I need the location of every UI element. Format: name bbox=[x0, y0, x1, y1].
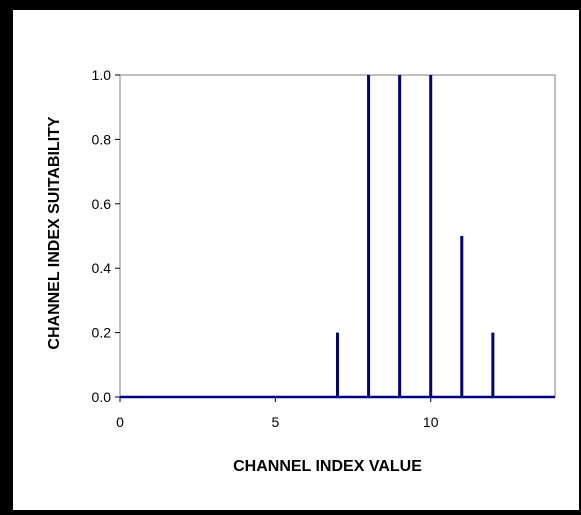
y-tick-label: 0.8 bbox=[92, 131, 112, 147]
y-tick-label: 0.4 bbox=[92, 260, 112, 276]
x-tick-label: 5 bbox=[271, 414, 279, 430]
x-axis-ticks: 0 5 10 bbox=[116, 397, 439, 430]
y-tick-label: 0.2 bbox=[92, 325, 112, 341]
y-tick-label: 0.0 bbox=[92, 389, 112, 405]
x-tick-label: 10 bbox=[423, 414, 439, 430]
y-tick-label: 0.6 bbox=[92, 196, 112, 212]
y-axis-ticks: 0.0 0.2 0.4 0.6 0.8 1.0 bbox=[92, 67, 120, 405]
bars bbox=[120, 75, 555, 399]
y-tick-label: 1.0 bbox=[92, 67, 112, 83]
x-axis-title: CHANNEL INDEX VALUE bbox=[233, 458, 422, 475]
x-tick-label: 0 bbox=[116, 414, 124, 430]
y-axis-title: CHANNEL INDEX SUITABILITY bbox=[46, 116, 63, 350]
